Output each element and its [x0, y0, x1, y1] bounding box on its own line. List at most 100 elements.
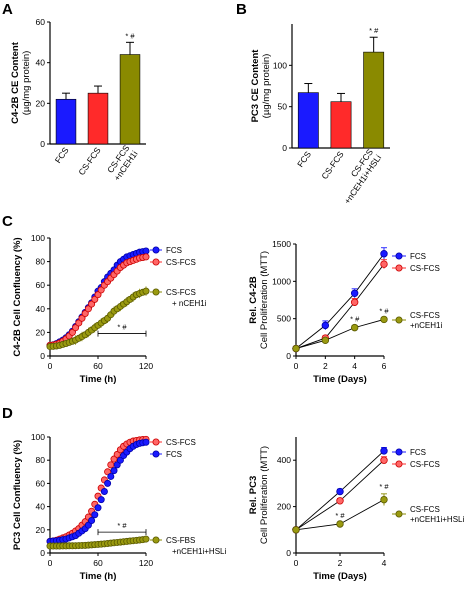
- y-tick-label: 20: [36, 98, 46, 108]
- legend-entry-line: +nCEH1i+HSLi: [410, 515, 464, 524]
- legend-entry-line: + nCEH1i: [172, 299, 207, 308]
- data-point: [110, 467, 118, 475]
- y-axis-title: PC3 Cell Confluency (%): [12, 440, 23, 550]
- legend-entry-line: CS-FBS: [166, 536, 195, 545]
- y-tick-label: 50: [278, 102, 288, 112]
- data-point: [380, 315, 388, 324]
- data-point: [142, 287, 150, 295]
- data-point: [107, 472, 115, 480]
- category-label-2: CS-FCS: [319, 149, 346, 181]
- series-line-2: [295, 263, 385, 349]
- data-point: [94, 291, 102, 299]
- data-point: [84, 521, 92, 529]
- panel-letter-c: C: [2, 213, 13, 230]
- x-axis-title: Time (Days): [313, 571, 367, 582]
- legend-entry-line: +nCEH1i+HSLi: [172, 547, 226, 556]
- y-axis-title-line: Rel. PC3: [248, 476, 259, 515]
- bar-3: [363, 51, 385, 149]
- data-point: [91, 295, 99, 303]
- legend-marker: [152, 438, 160, 446]
- x-tick-label: 60: [93, 558, 103, 568]
- data-point: [75, 319, 83, 327]
- bar-1: [55, 98, 77, 145]
- category-label-2: CS-FCS: [76, 145, 103, 177]
- legend-marker: [395, 460, 403, 468]
- data-point: [116, 456, 124, 464]
- data-point: [380, 260, 388, 268]
- y-axis-title-line: Rel. C4-2B: [248, 276, 259, 324]
- data-point: [104, 479, 112, 487]
- bar-2: [330, 101, 352, 149]
- data-point: [68, 328, 76, 336]
- data-point: [142, 247, 150, 255]
- category-label-1: FCS: [53, 145, 71, 165]
- x-tick-label: 0: [48, 558, 53, 568]
- legend-entry-line: CS-FCS: [166, 258, 196, 267]
- legend-entry-line: CS-FCS: [410, 460, 440, 469]
- category-label-line: FCS: [53, 145, 71, 165]
- legend-entry-3: CS-FCS +nCEH1i+HSLi: [410, 505, 464, 524]
- legend-entry-1: FCS: [166, 246, 182, 255]
- x-tick-label: 0: [294, 558, 299, 568]
- data-point: [321, 321, 330, 330]
- data-point: [321, 336, 330, 345]
- y-tick-label: 80: [36, 257, 46, 267]
- significance-label: * #: [379, 482, 389, 491]
- y-tick-label: 20: [36, 327, 46, 337]
- data-point: [88, 300, 96, 308]
- y-tick-label: 60: [36, 280, 46, 290]
- legend-marker: [395, 448, 403, 456]
- legend-marker: [395, 264, 403, 272]
- data-point: [336, 497, 344, 505]
- legend-entry-1: CS-FCS: [166, 438, 196, 447]
- y-tick-label: 100: [273, 60, 287, 70]
- legend-marker: [152, 258, 160, 266]
- x-tick-label: 4: [352, 361, 357, 371]
- y-tick-label: 20: [36, 525, 46, 535]
- data-point: [97, 286, 105, 294]
- y-tick-label: 200: [277, 502, 291, 512]
- data-point: [142, 535, 150, 543]
- legend-entry-line: CS-FCS: [166, 288, 196, 297]
- legend-marker: [395, 252, 403, 260]
- data-point: [94, 504, 102, 512]
- legend-entry-line: CS-FCS: [410, 264, 440, 273]
- y-axis-title: C4-2B CE Content(µg/mg protein): [10, 41, 32, 124]
- x-tick-label: 120: [139, 558, 153, 568]
- series-line-1: [295, 253, 385, 349]
- y-tick-label: 100: [31, 432, 45, 442]
- y-tick-label: 0: [40, 139, 45, 149]
- y-tick-label: 40: [36, 502, 46, 512]
- y-axis-title-line: PC3 CE Content: [250, 49, 261, 123]
- legend-entry-line: +nCEH1i: [410, 321, 442, 330]
- x-tick-label: 120: [139, 361, 153, 371]
- panel-letter-a: A: [2, 1, 13, 18]
- significance-label: * #: [117, 323, 127, 332]
- y-axis-title: PC3 CE Content(µg/mg protein): [250, 49, 272, 123]
- y-tick-label: 500: [277, 314, 291, 324]
- significance-label: * #: [350, 315, 360, 324]
- legend-marker: [395, 510, 403, 518]
- data-point: [380, 456, 388, 464]
- y-tick-label: 80: [36, 455, 46, 465]
- legend-entry-line: FCS: [166, 450, 182, 459]
- x-tick-label: 0: [48, 361, 53, 371]
- significance-label: * #: [125, 31, 135, 40]
- y-tick-label: 400: [277, 455, 291, 465]
- bar-2: [87, 92, 109, 145]
- legend-entry-line: FCS: [410, 448, 426, 457]
- data-point: [84, 305, 92, 313]
- data-point: [142, 438, 150, 446]
- bar-3: [119, 54, 141, 145]
- data-point: [97, 496, 105, 504]
- y-axis-title-line: (µg/mg protein): [261, 54, 272, 119]
- legend-marker: [152, 246, 160, 254]
- x-axis-title: Time (Days): [313, 374, 367, 385]
- data-point: [336, 520, 344, 528]
- y-axis-title-line: PC3 Cell Confluency (%): [12, 440, 23, 550]
- data-point: [78, 314, 86, 322]
- category-label-line: CS-FCS: [76, 145, 103, 177]
- y-axis-title-line: Cell Proliferation (MTT): [259, 446, 270, 544]
- legend-entry-line: CS-FCS: [410, 505, 440, 514]
